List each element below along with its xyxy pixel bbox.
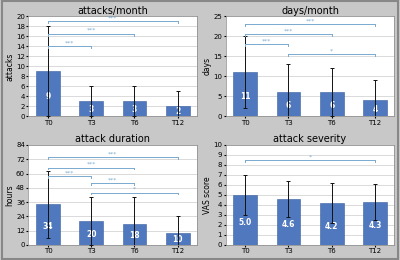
Bar: [320, 203, 344, 245]
Text: ***: ***: [108, 177, 118, 182]
Text: 10: 10: [172, 235, 183, 244]
Text: 6: 6: [286, 101, 291, 110]
Text: 3: 3: [88, 105, 94, 114]
Text: ***: ***: [108, 16, 118, 21]
Bar: [276, 92, 300, 116]
Bar: [122, 224, 146, 245]
Y-axis label: attacks: attacks: [6, 52, 14, 81]
Y-axis label: days: days: [203, 57, 212, 75]
Text: 11: 11: [240, 92, 250, 101]
Text: *: *: [308, 154, 312, 159]
Text: ***: ***: [108, 151, 118, 156]
Bar: [36, 204, 60, 245]
Text: ***: ***: [305, 18, 315, 24]
Text: ***: ***: [86, 162, 96, 167]
Bar: [276, 199, 300, 245]
Bar: [363, 100, 387, 116]
Bar: [36, 71, 60, 116]
Bar: [122, 101, 146, 116]
Title: attack duration: attack duration: [75, 134, 150, 144]
Title: attack severity: attack severity: [274, 134, 347, 144]
Text: 5.0: 5.0: [238, 218, 252, 227]
Bar: [166, 106, 190, 116]
Text: 2: 2: [175, 107, 180, 116]
Text: 4.6: 4.6: [282, 220, 295, 229]
Text: ***: ***: [65, 41, 74, 46]
Text: ***: ***: [86, 28, 96, 33]
Text: *: *: [330, 49, 333, 54]
Bar: [233, 72, 257, 116]
Title: days/month: days/month: [281, 5, 339, 16]
Text: 18: 18: [129, 231, 140, 240]
Text: 9: 9: [45, 92, 51, 101]
Title: attacks/month: attacks/month: [77, 5, 148, 16]
Y-axis label: VAS score: VAS score: [203, 176, 212, 214]
Text: 6: 6: [329, 101, 334, 110]
Text: *: *: [133, 187, 136, 192]
Text: 3: 3: [132, 105, 137, 114]
Bar: [79, 221, 103, 245]
Y-axis label: hours: hours: [6, 184, 14, 206]
Text: 34: 34: [43, 222, 53, 231]
Text: ***: ***: [262, 38, 272, 43]
Text: 20: 20: [86, 230, 96, 239]
Text: ***: ***: [284, 29, 293, 34]
Text: 4: 4: [372, 105, 378, 114]
Bar: [79, 101, 103, 116]
Text: 4.3: 4.3: [368, 221, 382, 230]
Text: 4.2: 4.2: [325, 222, 338, 231]
Bar: [233, 195, 257, 245]
Text: ***: ***: [65, 170, 74, 175]
Bar: [320, 92, 344, 116]
Bar: [166, 233, 190, 245]
Bar: [363, 202, 387, 245]
